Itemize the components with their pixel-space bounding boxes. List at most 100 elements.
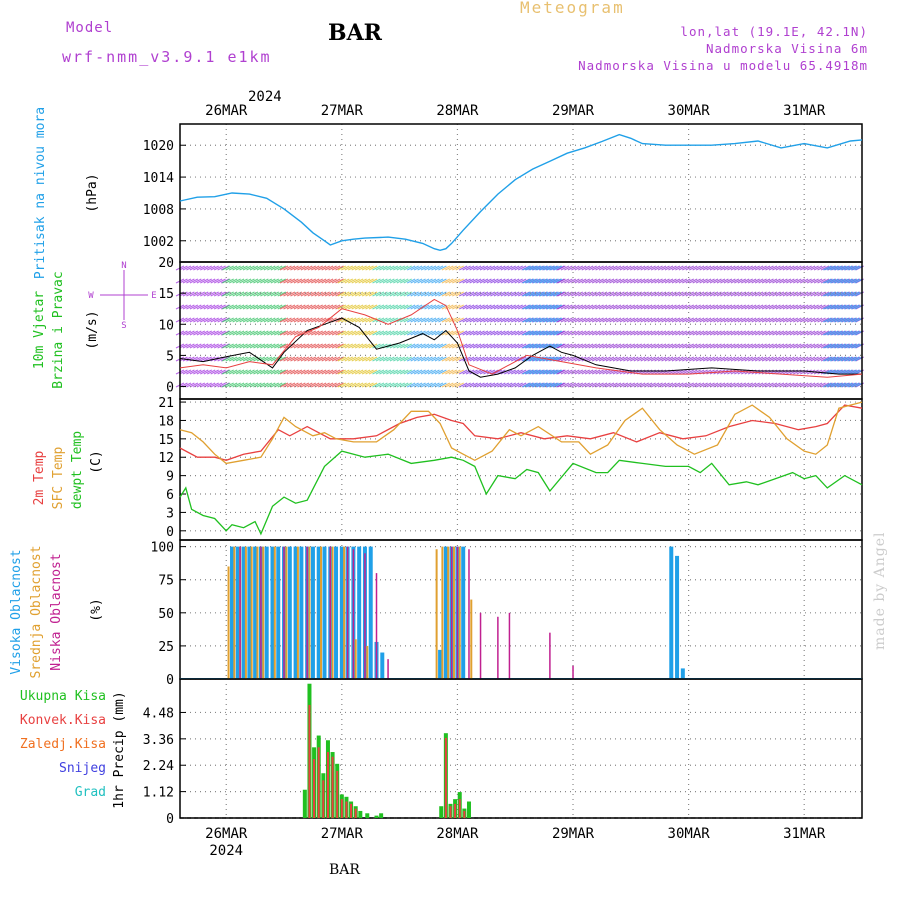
wind-arrow [584,304,594,310]
wind-arrow [270,278,280,284]
wind-arrow [737,291,747,297]
wind-arrow [612,265,622,271]
cloud-bar-1 [343,546,346,679]
wind-arrow [685,304,695,310]
wind-arrow [393,304,402,310]
wind-arrow [772,265,781,271]
wind-arrow [709,304,719,310]
wind-arrow [765,330,774,336]
wind-arrow [486,265,496,271]
wind-arrow [358,343,367,349]
wind-arrow [813,278,823,284]
wind-arrow [293,343,303,349]
wind-arrow [850,304,860,310]
wind-arrow [636,265,646,271]
wind-arrow [420,382,430,388]
wind-arrow [830,330,839,336]
wind-arrow [221,278,231,284]
wind-arrow [758,304,767,310]
wind-arrow [358,369,367,375]
wind-arrow [595,291,604,297]
wind-arrow [550,369,559,375]
wind-arrow [304,330,313,336]
cloud-bar-2 [260,546,262,679]
wind-arrow [529,291,538,297]
wind-arrow [557,278,566,284]
wind-arrow [682,330,691,336]
wind-arrow [675,291,684,297]
wind-arrow [431,330,440,336]
wind-arrow [389,278,399,284]
wind-arrow [267,369,276,375]
wind-arrow [744,265,753,271]
wind-arrow [550,265,559,271]
wind-arrow [497,330,506,336]
wind-arrow [754,317,764,323]
wind-arrow [375,291,385,297]
wind-arrow [854,278,863,284]
wind-arrow [730,343,740,349]
cloud-ylabel-low: Niska Oblacnost [49,553,64,670]
wind-arrow [737,369,747,375]
temperature-line-0 [179,404,863,461]
wind-arrow [668,330,677,336]
wind-arrow [775,265,785,271]
wind-arrow [716,265,726,271]
wind-arrow [239,265,248,271]
wind-arrow [567,278,577,284]
precip-bar-0 [439,806,444,818]
wind-arrow [564,369,573,375]
wind-arrow [427,265,437,271]
wind-arrow [557,356,566,362]
wind-arrow [413,278,423,284]
wind-arrow [650,291,660,297]
wind-arrow [806,278,816,284]
wind-arrow [510,291,520,297]
precip-ytick-label: 2.24 [143,759,174,774]
wind-arrow [526,304,535,310]
wind-arrow [263,265,273,271]
wind-arrow [602,382,611,388]
wind-arrow [200,291,209,297]
wind-arrow [274,304,283,310]
wind-arrow [854,356,863,362]
wind-arrow [314,265,323,271]
wind-arrow [744,304,753,310]
wind-arrow [546,382,556,388]
temp-ylabel-sfc: SFC Temp [51,447,66,510]
wind-arrow [564,278,573,284]
wind-arrow [396,278,406,284]
wind-arrow [688,343,698,349]
wind-arrow [702,304,712,310]
wind-arrow [458,304,468,310]
wind-arrow [602,330,611,336]
wind-arrow [539,265,549,271]
wind-arrow [228,278,238,284]
wind-arrow [702,278,712,284]
wind-arrow [803,265,812,271]
wind-arrow [500,356,510,362]
wind-arrow [351,265,360,271]
wind-arrow [351,369,360,375]
wind-arrow [737,343,747,349]
wind-arrow [290,382,299,388]
wind-arrow [277,343,286,349]
wind-arrow [483,265,492,271]
wind-arrow [472,343,482,349]
wind-arrow [782,291,792,297]
wind-arrow [510,330,520,336]
precip-bar-1 [317,747,320,818]
wind-arrow [574,330,584,336]
wind-arrow [751,291,760,297]
wind-arrow [472,382,482,388]
wind-arrow [196,330,206,336]
wind-arrow [206,343,216,349]
wind-arrow [277,291,286,297]
precip-bar-1 [331,756,334,818]
wind-arrow [497,382,506,388]
wind-arrow [692,356,701,362]
wind-arrow [553,369,563,375]
cloud-bar-2 [468,549,470,679]
wind-arrow [406,382,416,388]
station-title: BAR [328,20,382,46]
